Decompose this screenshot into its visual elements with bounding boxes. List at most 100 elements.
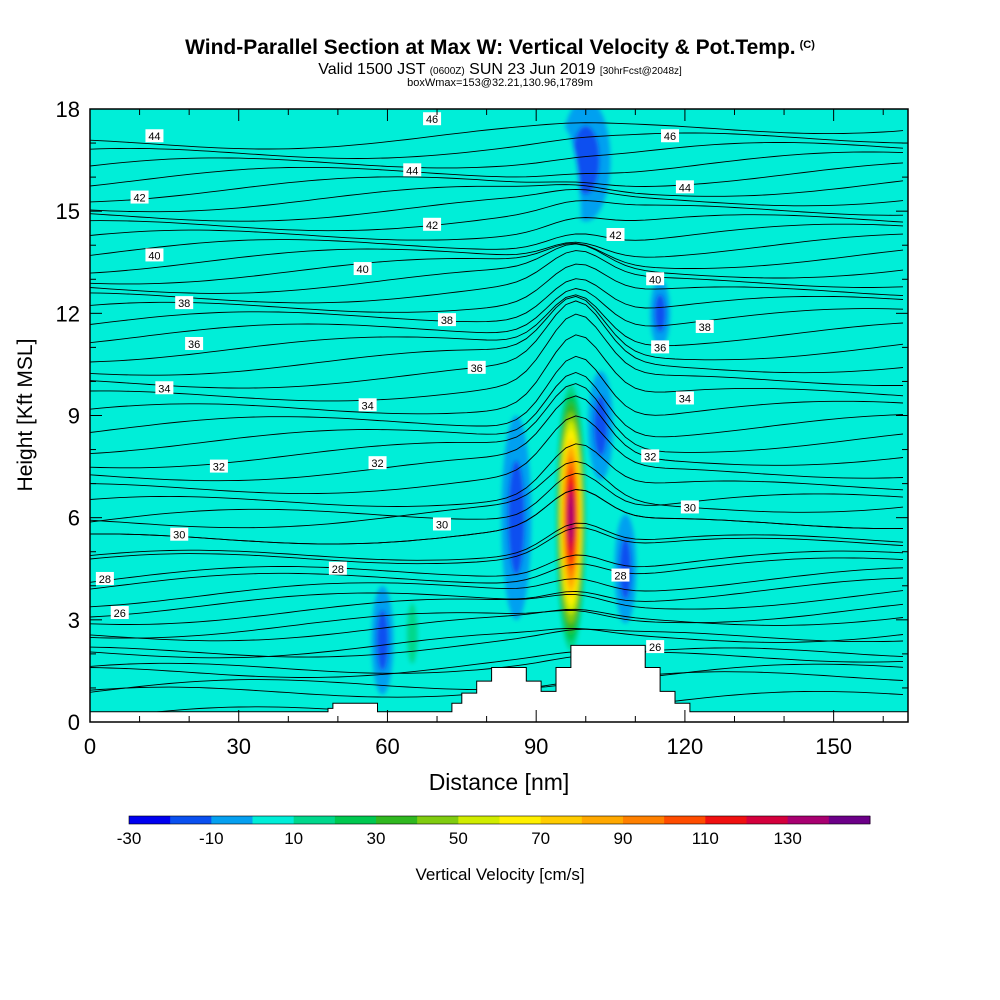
colorbar-swatch (787, 816, 830, 824)
isentrope-label-text: 46 (664, 131, 676, 143)
colorbar-tick-label: 90 (614, 829, 633, 848)
isentrope-label-box (611, 568, 630, 582)
colorbar-swatch (581, 816, 624, 824)
isentrope-label: 28 (611, 568, 630, 583)
terrain (89, 644, 909, 723)
colorbar-tick-label: 130 (773, 829, 801, 848)
isentrope-label-text: 40 (357, 264, 369, 276)
colorbar: -30 -10 10 30 50 70 90 110 130 (117, 815, 871, 848)
isentrope-label-text: 38 (699, 322, 711, 334)
x-tick-label: 90 (524, 734, 548, 759)
isentrope-label-text: 26 (649, 642, 661, 654)
isentrope-label-text: 36 (471, 363, 483, 375)
isentrope-label: 34 (358, 398, 377, 412)
isentrope-label-box (606, 228, 625, 242)
isentrope-label-box (680, 500, 699, 514)
isentrope-label-box (110, 606, 129, 620)
isentrope-line (90, 608, 904, 642)
w-feature-14-level-1 (719, 252, 799, 375)
isentrope-label-box (646, 640, 665, 654)
isentrope-line (90, 443, 904, 507)
isentrope-label: 32 (209, 459, 228, 474)
isentrope-label-text: 32 (371, 458, 383, 470)
isentrope-label-box (95, 571, 114, 585)
w-feature-10-level-1 (541, 126, 581, 331)
isentrope-line (90, 242, 904, 285)
isentrope-line (90, 278, 904, 325)
colorbar-label: Vertical Velocity [cm/s] (415, 865, 584, 884)
isentrope-label: 28 (328, 561, 347, 576)
isentrope-label-text: 32 (213, 462, 225, 474)
isentrope-label-box (368, 456, 387, 470)
w-feature-3-level-2 (406, 602, 418, 664)
colorbar-tick-label: -10 (199, 829, 224, 848)
y-axis-label: Height [Kft MSL] (14, 339, 37, 492)
isentrope-line (90, 489, 904, 545)
colorbar-swatch (540, 816, 583, 824)
isentrope-label: 30 (432, 517, 451, 531)
isentrope-line (90, 372, 904, 455)
isentrope-line (90, 288, 904, 344)
y-tick-label: 9 (68, 404, 80, 429)
isentrope-label: 32 (368, 456, 387, 470)
colorbar-swatch (376, 816, 418, 824)
colorbar-frame (128, 815, 871, 825)
chart-subtitle-box: boxWmax=153@32.21,130.96,1789m (407, 77, 593, 89)
isentrope-line (90, 334, 904, 415)
isentrope-line (90, 122, 904, 150)
isentrope-label-text: 30 (684, 502, 696, 514)
isentrope-line (90, 295, 904, 376)
colorbar-tick-label: 30 (367, 829, 386, 848)
w-feature-5-level-2 (508, 460, 525, 575)
y-tick-label: 6 (68, 506, 80, 531)
isentrope-label-box (695, 319, 714, 333)
isentrope-label: 36 (467, 360, 486, 375)
isentrope-line (90, 162, 904, 203)
isentrope-label: 44 (403, 163, 422, 177)
isentrope-line (90, 132, 904, 159)
colorbar-swatch (746, 816, 789, 824)
isentrope-label-box (423, 112, 442, 126)
isentrope-label-text: 42 (426, 220, 438, 232)
colorbar-swatch (664, 816, 706, 824)
isentrope-label-text: 34 (158, 383, 170, 395)
x-tick-label: 120 (667, 734, 704, 759)
isentrope-label: 42 (423, 217, 442, 232)
colorbar-swatch (623, 816, 665, 824)
isentrope-label-box (358, 398, 377, 412)
colorbar-swatch (417, 816, 459, 824)
w-feature-13-level-1 (660, 415, 908, 620)
field-features (114, 109, 908, 722)
isentrope-label-text: 28 (332, 564, 344, 576)
colorbar-swatch (252, 816, 295, 824)
colorbar-swatch (129, 816, 171, 824)
colorbar-tick-label: 70 (531, 829, 550, 848)
isentrope-label: 30 (680, 500, 699, 514)
isentrope-label-text: 34 (679, 393, 691, 405)
isentrope-label: 32 (641, 449, 660, 463)
isentrope-label-box (353, 262, 372, 276)
colorbar-swatch (334, 816, 377, 824)
isentrope-label-text: 36 (188, 339, 200, 351)
isentrope-line (90, 294, 904, 363)
isentrope-line (90, 200, 904, 232)
isentrope-label: 46 (661, 129, 680, 143)
isentrope-label: 44 (675, 180, 694, 194)
isentrope-label: 34 (675, 391, 694, 405)
isentrope-label-box (145, 248, 164, 262)
x-tick-label: 60 (375, 734, 399, 759)
isentrope-label-box (403, 163, 422, 177)
isentrope-line (90, 550, 904, 583)
isentrope-label-text: 42 (609, 230, 621, 242)
isentrope-label-box (175, 296, 194, 310)
isentrope-label-box (675, 180, 694, 194)
isentrope-line (90, 233, 904, 274)
isentrope-line (90, 567, 904, 608)
isentrope-label-text: 46 (426, 114, 438, 126)
w-feature-6-level-2 (593, 395, 608, 457)
x-axis: 0 30 60 90 120 150 (84, 109, 884, 759)
isentrope-line (90, 188, 904, 222)
isentrope-line (90, 603, 904, 639)
